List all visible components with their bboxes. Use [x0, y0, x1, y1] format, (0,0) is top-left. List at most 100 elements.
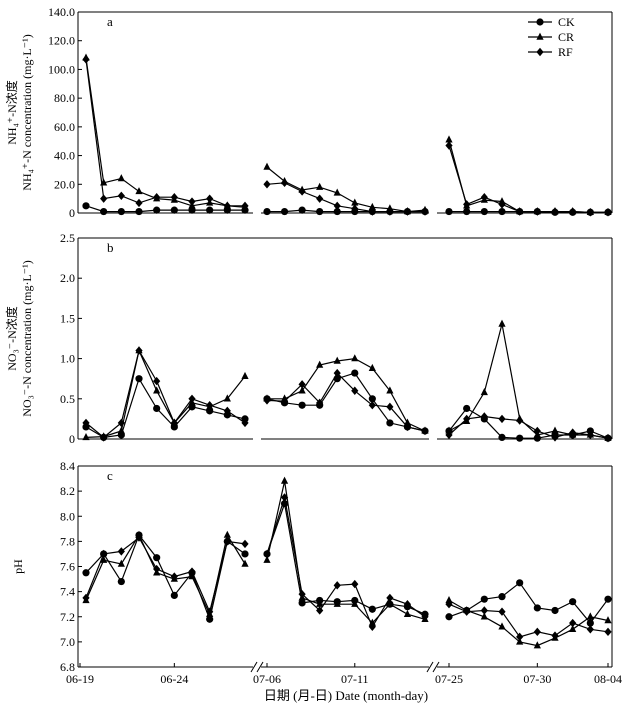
series-cr	[82, 319, 612, 441]
data-point-rf	[117, 547, 125, 556]
y-axis-label: NO₃⁻-N浓度	[4, 306, 19, 371]
legend-marker-cr	[536, 32, 544, 40]
data-point-rf	[551, 207, 559, 216]
data-point-ck	[298, 401, 306, 409]
data-point-cr	[241, 559, 249, 567]
y-tick-label: 7.6	[60, 560, 75, 574]
series-line-rf	[266, 372, 426, 432]
series-ck	[82, 202, 612, 216]
y-tick-label: 80.0	[54, 91, 75, 105]
data-point-rf	[445, 430, 453, 440]
data-point-ck	[170, 206, 178, 214]
x-tick-label: 07-11	[341, 672, 369, 686]
series-rf	[82, 493, 612, 642]
data-point-ck	[82, 569, 90, 577]
data-point-rf	[368, 207, 376, 216]
data-point-rf	[569, 207, 577, 216]
data-point-cr	[480, 612, 488, 620]
x-tick-label: 07-30	[523, 672, 551, 686]
data-point-ck	[82, 202, 90, 210]
data-point-cr	[386, 599, 394, 607]
data-point-ck	[135, 207, 143, 216]
series-line-rf	[448, 415, 609, 439]
y-tick-label: 1.5	[60, 311, 75, 325]
y-tick-label: 0	[69, 432, 75, 446]
data-point-ck	[153, 554, 161, 562]
data-point-rf	[100, 194, 108, 203]
panel-c: 6.8 7.0 7.2 7.4 7.6 7.8 8.0 8.2 8.4 c pH	[11, 459, 613, 674]
data-point-rf	[223, 201, 231, 211]
data-point-ck	[153, 206, 161, 214]
panel-label: b	[107, 240, 114, 255]
data-point-cr	[368, 202, 376, 210]
data-point-rf	[316, 606, 324, 615]
data-point-rf	[569, 428, 577, 437]
data-point-rf	[463, 200, 471, 209]
y-tick-label: 140.0	[48, 5, 75, 19]
data-point-rf	[445, 599, 453, 609]
data-point-rf	[480, 193, 488, 202]
data-point-ck	[445, 207, 453, 216]
data-point-ck	[368, 605, 376, 613]
data-point-cr	[117, 426, 125, 434]
data-point-rf	[333, 581, 341, 590]
data-point-cr	[82, 432, 90, 441]
data-point-ck	[351, 369, 359, 377]
data-point-rf	[586, 430, 594, 440]
series-line-rf	[85, 349, 246, 439]
series-line-cr	[448, 599, 609, 647]
data-point-ck	[206, 206, 214, 214]
data-point-ck	[368, 395, 376, 403]
y-tick-label: 7.0	[60, 635, 75, 649]
data-point-rf	[498, 607, 506, 616]
axis-break-mark	[256, 661, 264, 673]
data-point-rf	[569, 618, 577, 628]
data-point-ck	[516, 579, 524, 587]
data-point-rf	[100, 549, 108, 559]
data-point-cr	[445, 596, 453, 604]
legend-label-cr: CR	[558, 30, 574, 44]
data-point-rf	[298, 187, 306, 196]
panel-label: c	[107, 468, 113, 483]
series-line-cr	[266, 166, 426, 213]
y-tick-label: 0.5	[60, 392, 75, 406]
series-cr	[82, 53, 612, 215]
data-point-cr	[480, 387, 488, 396]
data-point-cr	[551, 426, 559, 434]
series-line-rf	[448, 145, 608, 213]
data-point-cr	[445, 426, 453, 434]
data-point-cr	[333, 356, 341, 364]
y-tick-label: 0	[69, 206, 75, 220]
series-line-cr	[85, 57, 246, 208]
data-point-rf	[498, 414, 506, 424]
data-point-rf	[206, 401, 214, 410]
data-point-ck	[480, 207, 488, 216]
data-point-rf	[280, 493, 289, 502]
data-point-cr	[100, 555, 108, 563]
series-line-ck	[85, 533, 246, 622]
data-point-ck	[463, 207, 471, 216]
x-tick-label: 06-24	[160, 672, 188, 686]
data-point-rf	[263, 549, 271, 559]
data-point-cr	[533, 641, 541, 649]
data-point-cr	[316, 182, 324, 190]
data-point-rf	[241, 418, 249, 428]
data-point-ck	[298, 206, 306, 214]
data-point-ck	[586, 619, 594, 627]
data-point-rf	[604, 627, 612, 637]
data-point-ck	[498, 207, 506, 216]
data-point-ck	[241, 550, 249, 558]
data-point-rf	[153, 376, 161, 386]
legend-marker-ck	[536, 18, 544, 26]
series-line-ck	[448, 407, 609, 439]
data-point-ck	[551, 606, 559, 615]
y-axis-label: NH₄⁺-N浓度	[4, 80, 19, 145]
data-point-rf	[368, 401, 376, 410]
series-line-ck	[266, 501, 426, 615]
data-point-ck	[498, 433, 506, 441]
data-point-ck	[280, 207, 289, 216]
data-point-rf	[263, 180, 271, 189]
data-point-ck	[153, 404, 161, 413]
series-line-ck	[266, 372, 426, 432]
x-tick-label: 07-06	[253, 672, 281, 686]
